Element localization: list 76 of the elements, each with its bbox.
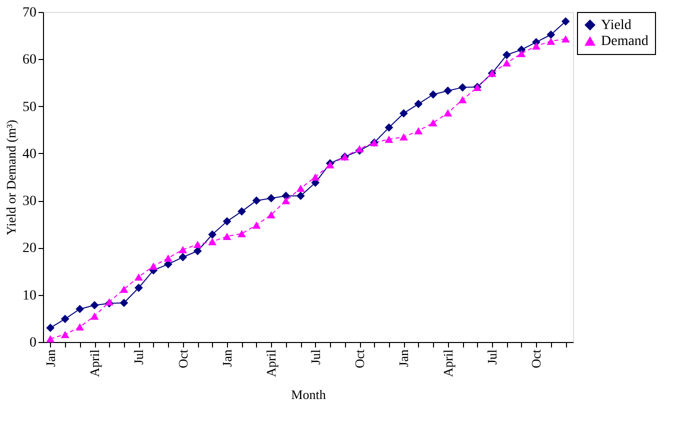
- point: [546, 30, 556, 39]
- legend-label: Yield: [601, 18, 632, 33]
- point: [208, 238, 216, 246]
- point: [458, 83, 467, 92]
- x-tick-label: Jan: [396, 349, 412, 367]
- x-tick-label: Jul: [308, 349, 323, 365]
- point: [178, 246, 188, 254]
- point: [384, 136, 394, 143]
- point: [238, 230, 246, 238]
- x-tick-label: April: [87, 349, 102, 377]
- point: [561, 17, 570, 26]
- y-tick-label: 40: [22, 146, 36, 162]
- point: [400, 133, 408, 141]
- y-tick-label: 10: [22, 288, 36, 304]
- point: [282, 196, 290, 204]
- point: [546, 38, 556, 45]
- point: [355, 145, 364, 152]
- point: [267, 194, 276, 202]
- point: [267, 211, 276, 218]
- y-tick-label: 30: [22, 194, 36, 210]
- point: [46, 324, 55, 332]
- point: [238, 207, 246, 216]
- point: [164, 254, 172, 262]
- point: [311, 173, 320, 181]
- y-tick-label: 60: [22, 52, 36, 68]
- point: [60, 314, 70, 324]
- x-tick-label: April: [264, 349, 279, 377]
- point: [149, 262, 158, 270]
- point: [296, 192, 305, 200]
- point: [428, 119, 438, 126]
- point: [193, 240, 202, 248]
- point: [414, 100, 423, 108]
- point: [134, 284, 143, 292]
- point: [296, 184, 305, 192]
- x-tick-label: Jan: [42, 349, 58, 367]
- y-tick-label: 20: [22, 241, 36, 256]
- point: [222, 232, 232, 240]
- point: [178, 252, 188, 262]
- point: [76, 304, 84, 314]
- point: [428, 90, 438, 99]
- x-tick-label: Jan: [220, 349, 235, 367]
- point: [400, 109, 408, 118]
- y-tick-label: 50: [22, 100, 36, 115]
- point: [252, 221, 261, 229]
- point: [60, 330, 70, 338]
- y-tick-label: 0: [30, 336, 36, 350]
- point: [90, 312, 99, 320]
- point: [252, 196, 261, 205]
- point: [134, 273, 143, 281]
- point: [517, 50, 526, 58]
- point: [120, 286, 128, 293]
- point: [458, 96, 467, 104]
- point: [76, 323, 84, 331]
- x-tick-label: Oct: [528, 349, 544, 368]
- point: [120, 298, 128, 308]
- x-tick-label: Oct: [352, 349, 368, 368]
- point: [561, 35, 570, 42]
- point: [414, 127, 423, 134]
- x-tick-label: April: [440, 349, 456, 377]
- point: [384, 123, 394, 132]
- point: [444, 109, 452, 117]
- point: [502, 50, 511, 60]
- x-tick-label: Oct: [175, 349, 190, 368]
- x-tick-label: Jul: [484, 349, 500, 365]
- point: [90, 301, 99, 310]
- y-axis-title: Yield or Demand (m³): [4, 120, 18, 236]
- point: [444, 86, 452, 95]
- point: [532, 42, 540, 50]
- x-axis-title: Month: [291, 386, 326, 402]
- point: [208, 230, 216, 239]
- point: [46, 335, 55, 342]
- point: [502, 59, 511, 67]
- y-tick-label: 70: [22, 6, 36, 20]
- legend-label: Demand: [601, 34, 648, 49]
- x-tick-label: Jul: [131, 349, 146, 365]
- point: [222, 217, 232, 226]
